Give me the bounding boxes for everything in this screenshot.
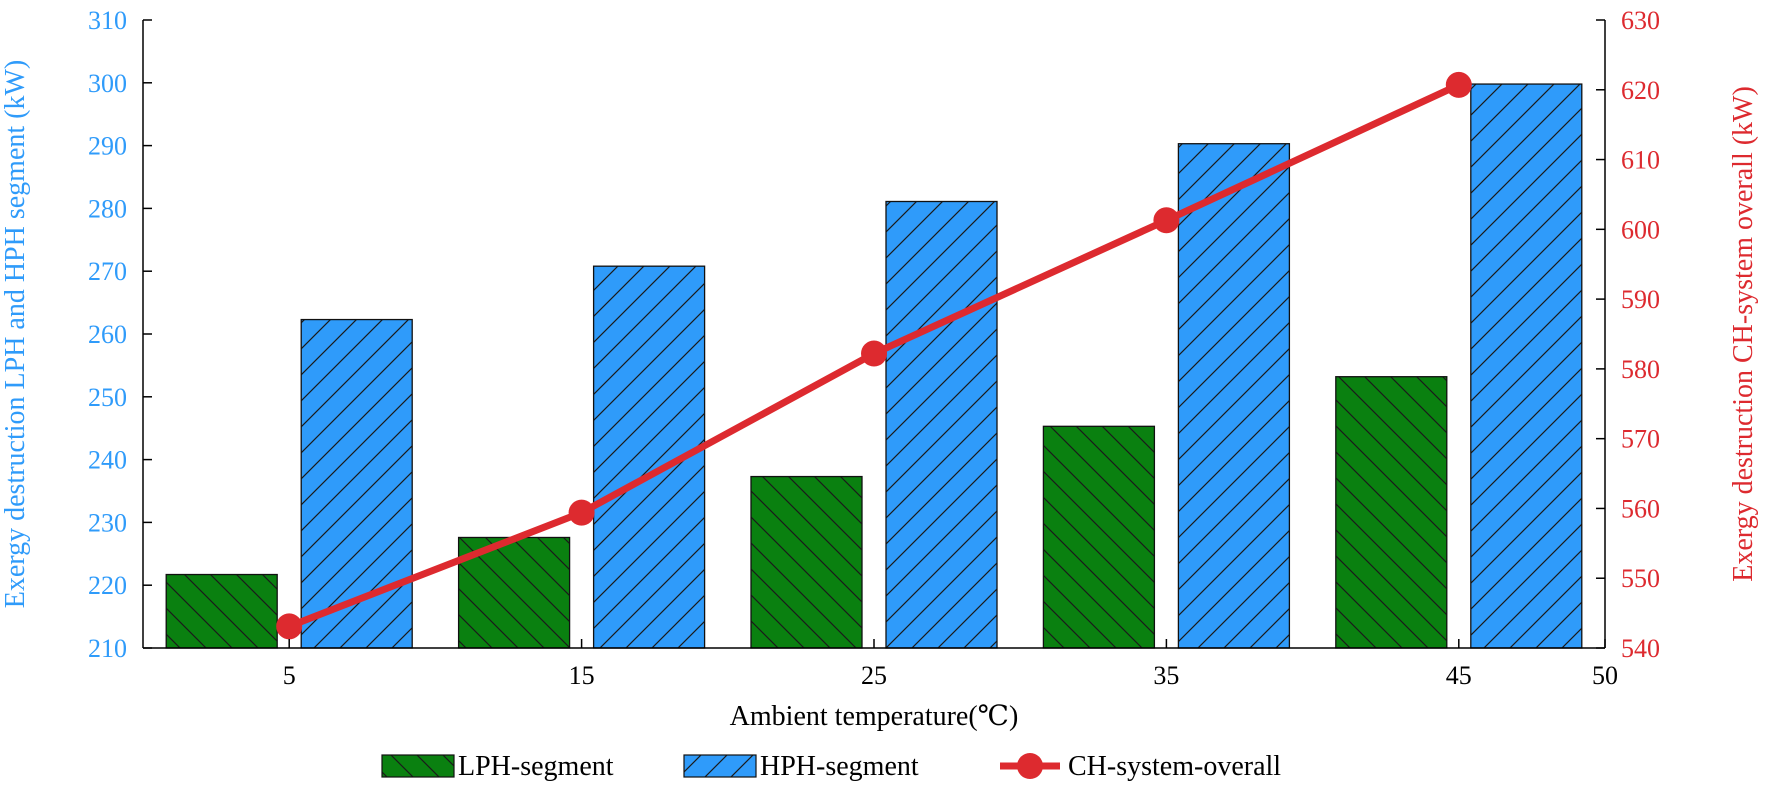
y-left-tick-label: 280 <box>88 194 127 223</box>
legend-label-hph: HPH-segment <box>760 751 919 782</box>
legend-label-ch: CH-system-overall <box>1068 751 1281 782</box>
legend: LPH-segment HPH-segment CH-system-overall <box>381 751 1281 782</box>
hph-bar-hatch <box>1470 83 1583 649</box>
y-right-tick-label: 550 <box>1621 564 1660 593</box>
x-tick-label: 5 <box>283 661 296 690</box>
y-right-axis-title: Exergy destruction CH-system overall (kW… <box>1728 86 1759 582</box>
line-layer <box>276 71 1472 640</box>
y-left-tick-label: 310 <box>88 6 127 35</box>
ch-system-marker <box>568 499 595 526</box>
ch-system-marker <box>1445 71 1472 98</box>
y-right-tick-label: 610 <box>1621 146 1660 175</box>
y-left-axis-title: Exergy destruction LPH and HPH segment (… <box>0 60 31 609</box>
y-left-tick-label: 300 <box>88 69 127 98</box>
y-left-tick-label: 220 <box>88 571 127 600</box>
y-left-tick-label: 250 <box>88 383 127 412</box>
y-left-tick-label: 290 <box>88 132 127 161</box>
y-right-tick-label: 590 <box>1621 285 1660 314</box>
lph-bar-hatch <box>750 475 863 649</box>
x-tick-label: 50 <box>1592 661 1618 690</box>
y-right-tick-label: 600 <box>1621 215 1660 244</box>
y-right-tick-label: 620 <box>1621 76 1660 105</box>
legend-label-lph: LPH-segment <box>458 751 614 782</box>
y-right-tick-label: 560 <box>1621 494 1660 523</box>
legend-swatch-lph-hatch <box>381 754 455 778</box>
ch-system-marker <box>861 340 887 367</box>
y-right-tick-label: 580 <box>1621 355 1660 384</box>
lph-bar-hatch <box>1042 425 1156 649</box>
y-right-tick-label: 570 <box>1621 425 1660 454</box>
x-tick-label: 25 <box>861 661 887 690</box>
x-axis-title: Ambient temperature(℃) <box>730 701 1019 732</box>
x-tick-label: 45 <box>1446 661 1472 690</box>
y-right-tick-label: 540 <box>1621 634 1660 663</box>
x-tick-label: 35 <box>1153 661 1179 690</box>
x-tick-label: 15 <box>569 661 595 690</box>
y-left-tick-label: 210 <box>88 634 127 663</box>
y-left-tick-label: 260 <box>88 320 127 349</box>
hph-bar-hatch <box>300 318 413 649</box>
y-right-tick-label: 630 <box>1621 6 1660 35</box>
y-left-tick-label: 240 <box>88 446 127 475</box>
legend-swatch-hph-hatch <box>683 754 757 778</box>
axes-layer: 2102202302402502602702802903003105405505… <box>0 6 1759 732</box>
ch-system-marker <box>276 613 303 640</box>
y-left-tick-label: 270 <box>88 257 127 286</box>
hph-bar-hatch <box>885 200 998 649</box>
legend-swatch-ch-marker <box>1017 753 1043 779</box>
lph-bar-hatch <box>1335 376 1448 649</box>
ch-system-marker <box>1153 207 1180 234</box>
lph-bar-hatch <box>165 573 278 649</box>
hph-bar-hatch <box>1177 143 1291 649</box>
y-left-tick-label: 230 <box>88 508 127 537</box>
